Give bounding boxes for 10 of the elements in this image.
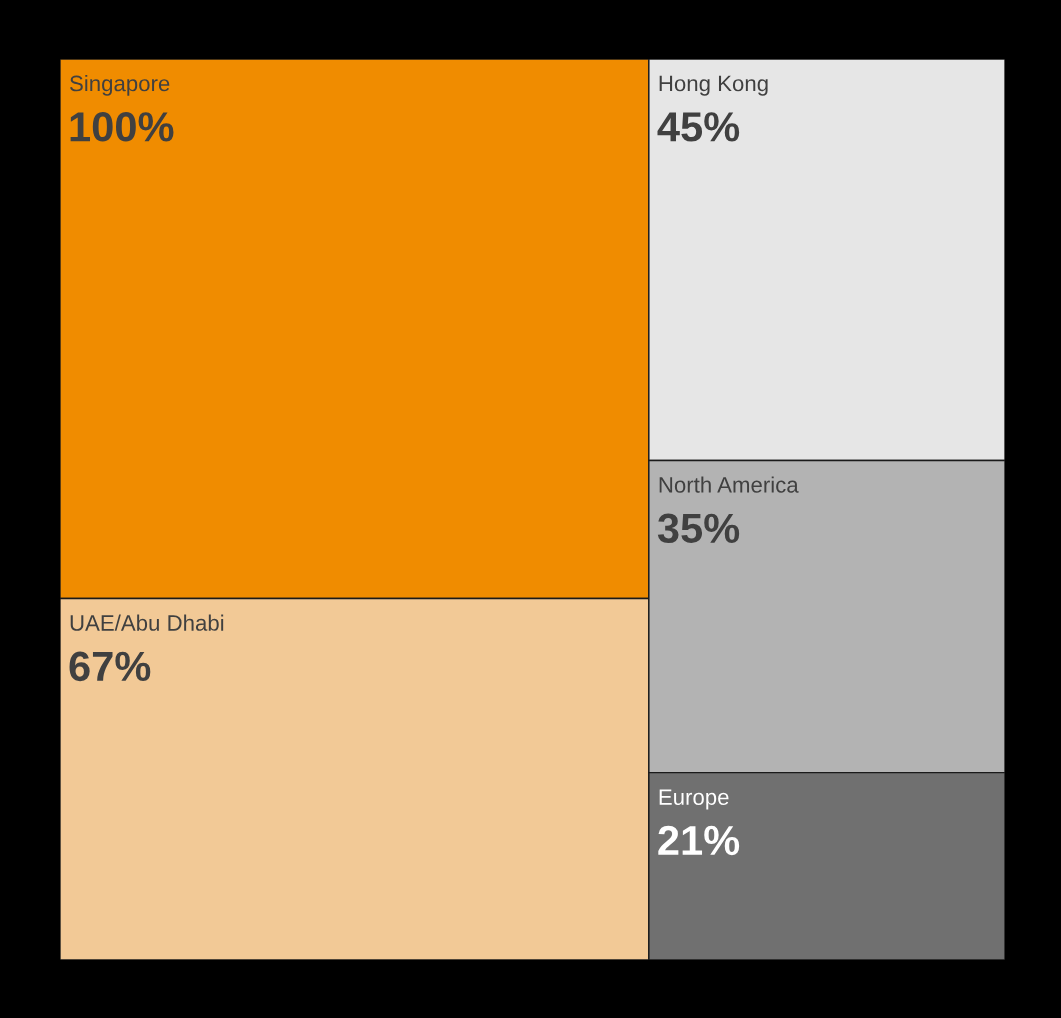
category-label: Singapore [70, 75, 170, 96]
data-label: 100% [70, 112, 174, 142]
category-label: North America [659, 476, 799, 493]
data-label: 21% [658, 825, 740, 856]
category-label: Hong Kong [659, 75, 768, 96]
data-label: 67% [69, 651, 151, 682]
category-label: Europe [659, 789, 729, 810]
data-label: 45% [657, 112, 740, 142]
data-label: 35% [657, 513, 740, 544]
category-label: UAE/Abu Dhabi [70, 614, 224, 631]
